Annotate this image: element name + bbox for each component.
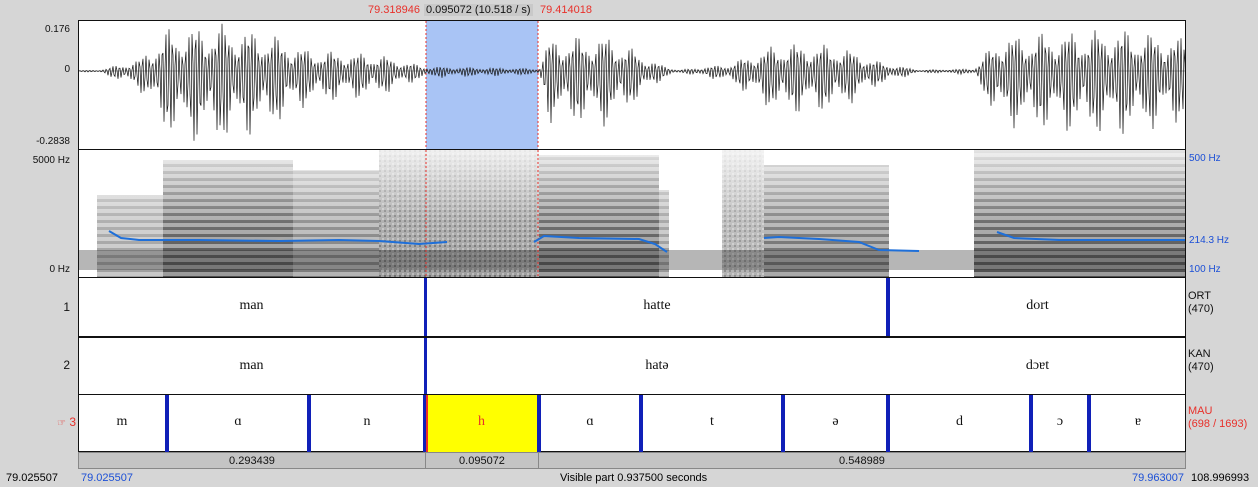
spectrogram-top-freq: 5000 Hz — [0, 155, 70, 166]
tier-2-boundary[interactable] — [424, 338, 427, 395]
spectrogram-energy — [79, 150, 1186, 278]
tier-1-number: 1 — [0, 300, 70, 314]
waveform-svg[interactable] — [79, 21, 1186, 150]
tier-2-count: (470) — [1188, 361, 1214, 374]
waveform-selection-highlight[interactable] — [426, 21, 538, 150]
tier-1-name: ORT — [1188, 290, 1214, 303]
tier-1-boundary[interactable] — [424, 278, 427, 336]
tier-1-interval[interactable]: hatte — [428, 298, 886, 314]
tier-ort[interactable]: man hatte dort — [78, 278, 1186, 337]
visible-start-time[interactable]: 79.025507 — [81, 472, 133, 484]
status-bar[interactable]: 79.025507 79.025507 Visible part 0.93750… — [0, 469, 1258, 487]
selection-info-bar: 79.318946 0.095072 (10.518 / s) 79.41401… — [0, 0, 1258, 20]
tier-kan[interactable]: man hatə dɔɐt — [78, 337, 1186, 395]
tier-2-number: 2 — [0, 358, 70, 372]
spectrogram-panel[interactable] — [78, 149, 1186, 278]
tier-2-interval[interactable]: hatə — [428, 358, 886, 374]
waveform-zero-label: 0 — [0, 64, 70, 75]
pitch-bottom-label: 100 Hz — [1189, 264, 1221, 275]
spectrogram-bottom-freq: 0 Hz — [0, 264, 70, 275]
hand-pointer-icon: ☞ — [57, 418, 66, 429]
tier-1-count: (470) — [1188, 303, 1214, 316]
tier-3-interval[interactable]: ɑ — [169, 414, 307, 430]
tier-3-count: (698 / 1693) — [1188, 418, 1247, 431]
waveform-panel[interactable] — [78, 20, 1186, 150]
tier-3-interval[interactable]: n — [311, 414, 423, 430]
tier-3-name: MAU — [1188, 405, 1247, 418]
tier-3-number: 3 — [69, 415, 76, 429]
duration-right[interactable]: 0.548989 — [539, 455, 1185, 467]
tier-3-interval[interactable]: d — [890, 414, 1029, 430]
tier-3-header: MAU (698 / 1693) — [1188, 405, 1247, 431]
tier-1-interval[interactable]: man — [79, 298, 424, 314]
tier-3-interval[interactable]: m — [79, 414, 165, 430]
tier-2-header: KAN (470) — [1188, 348, 1214, 374]
tier-2-name: KAN — [1188, 348, 1214, 361]
tier-2-interval[interactable]: man — [79, 358, 424, 374]
duration-selection[interactable]: 0.095072 — [426, 455, 538, 467]
duration-left[interactable]: 0.293439 — [79, 455, 425, 467]
waveform-min-label: -0.2838 — [0, 136, 70, 147]
total-start-time[interactable]: 79.025507 — [6, 472, 58, 484]
tier-3-interval[interactable]: t — [643, 414, 781, 430]
tier-3-interval[interactable]: ə — [785, 414, 886, 430]
tier-3-interval[interactable]: ɑ — [541, 414, 639, 430]
tier-3-number-group: ☞ 3 — [0, 415, 76, 429]
selection-start-time: 79.318946 — [368, 4, 420, 16]
tier-3-interval[interactable]: ɔ — [1033, 414, 1087, 430]
tier-mau[interactable]: m ɑ n h ɑ t ə d ɔ ɐ — [78, 394, 1186, 452]
spectrogram-svg[interactable] — [79, 150, 1186, 278]
tier-3-interval[interactable]: ɐ — [1091, 414, 1185, 430]
pitch-top-label: 500 Hz — [1189, 153, 1221, 164]
tier-1-header: ORT (470) — [1188, 290, 1214, 316]
waveform-max-label: 0.176 — [0, 24, 70, 35]
selection-duration: 0.095072 (10.518 / s) — [424, 4, 533, 16]
visible-end-time[interactable]: 79.963007 — [1132, 472, 1184, 484]
visible-part-label[interactable]: Visible part 0.937500 seconds — [560, 472, 707, 484]
waveform-trace — [79, 24, 1186, 141]
total-end-time[interactable]: 108.996993 — [1191, 472, 1249, 484]
tier-3-interval-selected[interactable]: h — [426, 414, 537, 430]
tier-1-interval[interactable]: dort — [890, 298, 1185, 314]
pitch-value-label: 214.3 Hz — [1189, 235, 1229, 246]
selection-end-time: 79.414018 — [540, 4, 592, 16]
duration-bar[interactable]: 0.293439 0.095072 0.548989 — [78, 452, 1186, 469]
tier-2-interval[interactable]: dɔɐt — [890, 358, 1185, 374]
